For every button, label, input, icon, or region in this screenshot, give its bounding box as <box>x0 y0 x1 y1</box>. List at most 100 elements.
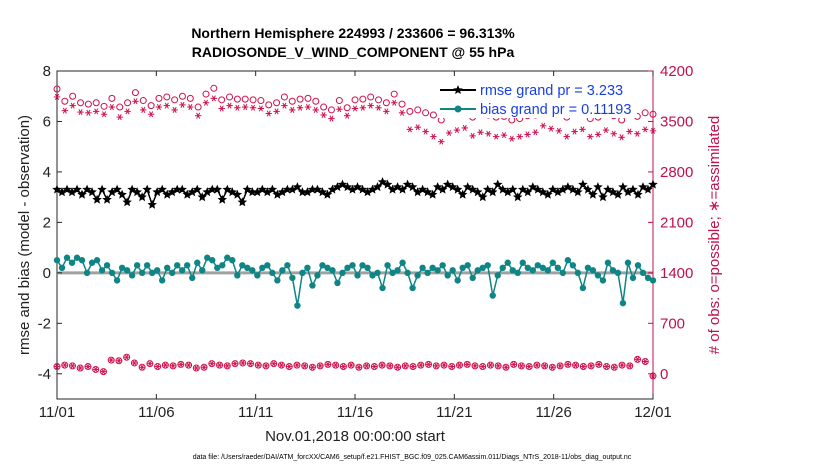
obs-assimilated-point <box>242 104 249 111</box>
legend-bias-marker <box>454 105 462 113</box>
obs-assimilated-low-point <box>417 362 424 369</box>
rmse-point <box>72 184 82 194</box>
bias-point <box>449 267 456 274</box>
bias-point <box>419 264 426 271</box>
bias-point <box>244 264 251 271</box>
rmse-point <box>52 184 62 194</box>
rmse-point <box>362 187 373 197</box>
bias-point <box>429 264 436 271</box>
bias-point <box>444 272 451 279</box>
obs-assimilated-low-point <box>123 354 130 361</box>
obs-assimilated-low-point <box>84 363 92 370</box>
chart-title: Northern Hemisphere 224993 / 233606 = 96… <box>191 25 515 41</box>
y-tick-label: 8 <box>43 63 51 80</box>
obs-assimilated-low-point <box>69 362 76 369</box>
obs-assimilated-low-point <box>146 360 154 367</box>
bias-point <box>634 262 642 269</box>
obs-assimilated-point <box>77 109 84 116</box>
bias-point <box>534 262 542 269</box>
bias-point <box>364 264 371 271</box>
rmse-point <box>107 187 117 197</box>
obs-assimilated-point <box>492 133 500 140</box>
obs-assimilated-low-point <box>587 362 595 369</box>
bias-point <box>639 269 647 277</box>
bias-point <box>529 267 536 274</box>
obs-assimilated-low-point <box>448 363 455 370</box>
rmse-point <box>528 182 538 192</box>
rmse-point <box>488 187 498 197</box>
rmse-point <box>162 189 172 199</box>
y-tick-label: -2 <box>38 315 51 332</box>
obs-assimilated-point <box>343 112 351 119</box>
obs-assimilated-point <box>634 130 641 137</box>
bias-point <box>474 267 481 274</box>
obs-assimilated-low-point <box>138 364 146 371</box>
obs-assimilated-low-point <box>649 372 657 379</box>
obs-assimilated-point <box>477 129 484 136</box>
bias-point <box>199 267 206 274</box>
obs-assimilated-point <box>312 106 319 113</box>
y2-tick-label: 3500 <box>660 113 693 130</box>
obs-assimilated-low-point <box>92 366 99 373</box>
y-tick-label: 2 <box>43 214 51 231</box>
bias-point <box>479 264 486 271</box>
bias-point <box>189 274 196 282</box>
obs-assimilated-point <box>610 130 617 137</box>
rmse-point <box>197 192 207 202</box>
bias-point <box>249 267 256 274</box>
obs-assimilated-low-point <box>510 361 517 368</box>
rmse-point <box>302 187 313 197</box>
obs-assimilated-point <box>406 126 414 133</box>
bias-point <box>274 277 281 284</box>
rmse-point <box>543 189 553 199</box>
bias-point <box>384 262 391 269</box>
obs-possible-point <box>69 92 77 100</box>
obs-assimilated-low-point <box>216 362 223 369</box>
rmse-point <box>277 187 288 197</box>
bias-point <box>594 272 602 279</box>
rmse-point <box>583 184 593 194</box>
rmse-point <box>332 182 343 192</box>
bias-point <box>123 267 131 274</box>
obs-possible-point <box>649 110 657 118</box>
obs-possible-point <box>92 99 100 107</box>
bias-point <box>214 264 221 271</box>
rmse-point <box>152 187 162 197</box>
obs-possible-point <box>351 96 359 104</box>
obs-assimilated-low-point <box>440 362 448 369</box>
obs-assimilated-point <box>469 132 476 139</box>
bias-point <box>544 267 552 274</box>
obs-possible-point <box>61 97 69 105</box>
rmse-point <box>67 187 77 197</box>
legend-box <box>437 80 637 118</box>
bias-point <box>379 284 386 292</box>
obs-assimilated-low-point <box>208 360 216 367</box>
obs-possible-point <box>171 96 179 104</box>
obs-assimilated-low-point <box>278 362 285 369</box>
obs-assimilated-point <box>555 127 563 134</box>
obs-possible-point <box>343 104 351 112</box>
bias-point <box>113 277 121 284</box>
obs-possible-point <box>124 99 132 107</box>
obs-assimilated-point <box>422 128 429 135</box>
y-axis-label: rmse and bias (model - observation) <box>16 115 33 355</box>
obs-possible-point <box>108 94 116 102</box>
bias-point <box>58 264 66 271</box>
bias-point <box>158 277 166 284</box>
obs-assimilated-low-point <box>316 362 324 369</box>
obs-assimilated-low-point <box>371 363 378 370</box>
obs-assimilated-low-point <box>293 362 301 369</box>
bias-point <box>143 262 151 269</box>
rmse-point <box>137 192 147 202</box>
obs-assimilated-low-point <box>626 362 633 369</box>
obs-assimilated-low-point <box>185 362 192 369</box>
obs-assimilated-point <box>147 111 155 118</box>
rmse-point <box>207 184 217 194</box>
bias-point <box>88 259 96 266</box>
obs-assimilated-low-point <box>324 361 332 368</box>
rmse-point <box>92 194 102 204</box>
obs-assimilated-point <box>594 131 602 138</box>
bias-point <box>108 269 116 277</box>
bias-point <box>314 272 321 279</box>
obs-assimilated-low-point <box>340 363 347 370</box>
